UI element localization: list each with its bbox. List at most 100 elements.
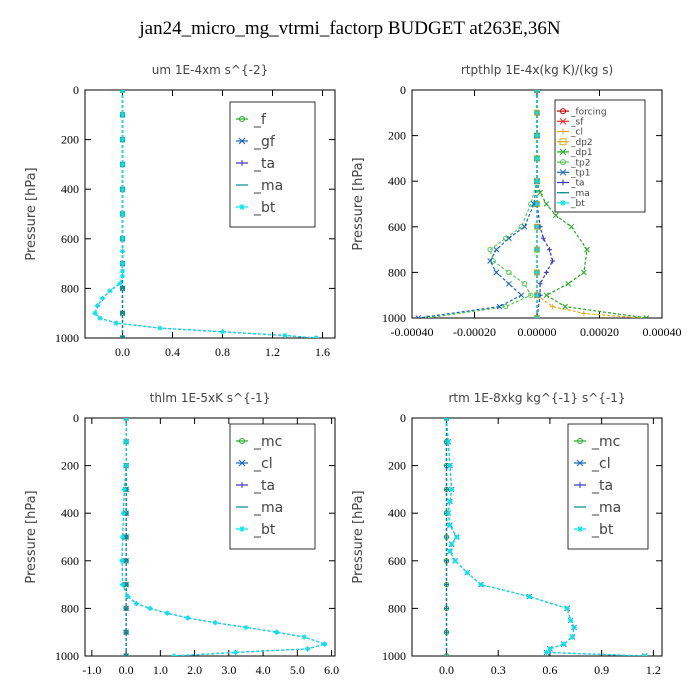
data-point <box>100 295 105 301</box>
series-line-tp1 <box>418 90 538 318</box>
data-point <box>120 236 125 242</box>
data-point <box>212 620 218 626</box>
data-point <box>478 582 484 588</box>
legend-marker <box>560 179 566 186</box>
data-point <box>487 246 493 253</box>
data-point <box>274 629 280 635</box>
data-point <box>164 610 170 616</box>
data-point <box>424 315 431 318</box>
data-point <box>447 548 453 554</box>
y-tick-label: 400 <box>61 506 79 520</box>
data-point <box>581 310 587 316</box>
x-tick-label: 6.0 <box>324 663 339 677</box>
chart-panel-4: rtm 1E-8xkg kg^{-1} s^{-1} Pressure [hPa]… <box>351 391 663 677</box>
x-tick-label: 1.6 <box>315 345 330 359</box>
plot-frame <box>84 417 336 657</box>
data-point <box>534 201 540 207</box>
x-tick-label: 4.0 <box>256 663 271 677</box>
legend-label: _bt <box>253 522 276 538</box>
data-point <box>185 615 191 621</box>
chart-title: thlm 1E-5xK s^{-1} <box>150 391 271 405</box>
series-group <box>92 90 319 338</box>
data-point <box>637 315 643 318</box>
x-tick-label: 0.9 <box>594 663 609 677</box>
data-point <box>534 247 540 253</box>
data-point <box>171 653 177 656</box>
y-tick-label: 1000 <box>55 649 79 663</box>
data-point <box>447 498 453 504</box>
data-point <box>120 582 126 588</box>
legend-marker <box>577 526 583 532</box>
data-point <box>642 653 648 656</box>
series-group <box>415 90 650 318</box>
x-tick-label: -0.00040 <box>391 325 434 339</box>
data-point <box>534 109 540 116</box>
chart-title: um 1E-4xm s^{-2} <box>152 63 268 77</box>
data-point <box>92 310 98 316</box>
data-point <box>415 315 422 318</box>
x-tick-label: 0.00040 <box>643 325 682 339</box>
data-point <box>305 646 311 652</box>
y-axis-label: Pressure [hPa] <box>24 167 39 260</box>
legend-label: _bt <box>253 200 276 216</box>
data-point <box>569 634 575 640</box>
data-point <box>119 558 125 564</box>
legend-label: _sf <box>570 117 584 127</box>
data-point <box>120 112 125 118</box>
legend-marker <box>559 148 567 156</box>
data-point <box>449 486 455 492</box>
y-tick-label: 800 <box>61 601 79 615</box>
y-tick-label: 600 <box>61 554 79 568</box>
data-point <box>120 273 125 279</box>
chart-title: rtm 1E-8xkg kg^{-1} s^{-1} <box>448 391 625 405</box>
series-line-bt <box>94 90 317 338</box>
legend-label: _dp2 <box>570 138 593 148</box>
legend-label: _mc <box>253 434 282 450</box>
y-tick-label: 0 <box>400 411 406 425</box>
data-point <box>564 605 570 611</box>
legend-marker <box>559 168 567 176</box>
data-point <box>543 649 549 655</box>
data-point <box>445 510 451 516</box>
y-tick-label: 800 <box>388 601 406 615</box>
data-point <box>496 303 503 310</box>
x-tick-label: 0.6 <box>542 663 557 677</box>
data-point <box>526 594 532 599</box>
y-tick-label: 200 <box>61 459 79 473</box>
y-tick-label: 200 <box>388 459 406 473</box>
legend-marker <box>559 138 567 146</box>
data-point <box>534 155 540 161</box>
data-point <box>107 288 113 294</box>
legend-label: _f <box>253 112 267 128</box>
data-point <box>543 269 549 275</box>
data-point <box>643 315 650 318</box>
legend-label: _ma <box>591 500 621 516</box>
data-point <box>534 223 540 230</box>
legend-marker <box>560 128 566 135</box>
data-point <box>97 315 103 321</box>
legend-label: _cl <box>591 456 611 472</box>
legend-label: _ma <box>253 500 283 516</box>
legend-label: _mc <box>591 434 620 450</box>
data-point <box>119 335 126 338</box>
data-point <box>503 303 509 310</box>
legend-label: _forcing <box>570 107 607 117</box>
data-point <box>233 649 239 655</box>
data-point <box>490 258 496 264</box>
data-point <box>521 281 528 287</box>
x-tick-label: 0.0 <box>115 345 130 359</box>
y-tick-label: 1000 <box>382 649 406 663</box>
data-point <box>147 605 153 611</box>
data-point <box>443 418 449 421</box>
data-point <box>528 201 534 207</box>
data-point <box>568 617 574 623</box>
series-group <box>119 418 328 656</box>
legend-label: _ta <box>253 156 275 172</box>
data-point <box>534 246 540 253</box>
data-point <box>301 634 307 640</box>
data-point <box>506 280 512 287</box>
data-point <box>113 320 119 326</box>
chart-panel-1: um 1E-4xm s^{-2} Pressure [hPa] 0 200 400 600… <box>24 63 336 359</box>
y-axis-label: Pressure [hPa] <box>24 490 39 583</box>
